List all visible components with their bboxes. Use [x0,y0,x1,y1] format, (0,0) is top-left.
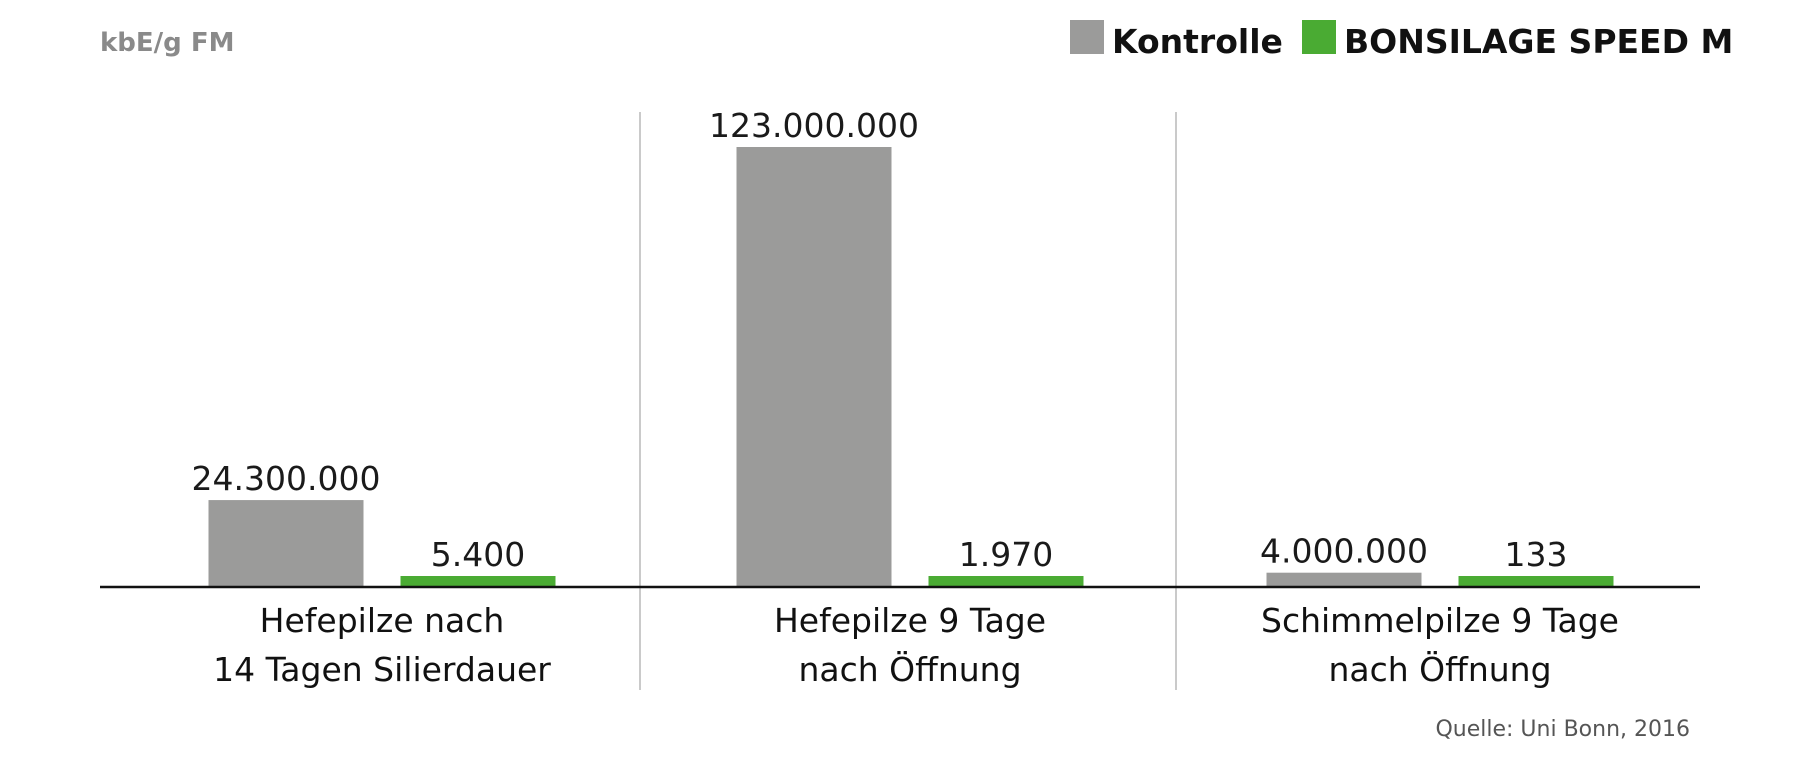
bar-bonsilage-0 [400,576,556,587]
legend-swatch-kontrolle [1070,20,1104,54]
category-label-1-line-0: Hefepilze 9 Tage [774,601,1046,640]
category-label-2-line-0: Schimmelpilze 9 Tage [1261,601,1619,640]
legend-label-bonsilage: BONSILAGE SPEED M [1344,22,1733,61]
category-label-2-line-1: nach Öffnung [1328,649,1551,689]
bar-kontrolle-2 [1266,572,1422,587]
value-label-kontrolle-2: 4.000.000 [1260,532,1428,571]
value-label-kontrolle-1: 123.000.000 [709,106,919,145]
bar-kontrolle-1 [736,147,892,587]
bars [208,147,1614,587]
legend-swatch-bonsilage [1302,20,1336,54]
value-label-bonsilage-1: 1.970 [959,535,1053,574]
legend-label-kontrolle: Kontrolle [1112,22,1283,61]
bar-kontrolle-0 [208,500,364,587]
category-label-0-line-0: Hefepilze nach [260,601,505,640]
bar-bonsilage-1 [928,576,1084,587]
source-note: Quelle: Uni Bonn, 2016 [1435,717,1690,742]
value-label-bonsilage-2: 133 [1505,535,1568,574]
value-labels: 24.300.000 5.400 123.000.000 1.970 4.000.000… [192,106,1568,574]
category-label-0-line-1: 14 Tagen Silierdauer [213,650,551,689]
legend: Kontrolle BONSILAGE SPEED M [1070,20,1733,61]
category-labels: Hefepilze nach 14 Tagen Silierdauer Hefepi… [213,601,1619,689]
bar-bonsilage-2 [1458,576,1614,587]
value-label-bonsilage-0: 5.400 [431,535,525,574]
category-label-1-line-1: nach Öffnung [798,649,1021,689]
y-axis-unit-label: kbE/g FM [100,28,234,58]
value-label-kontrolle-0: 24.300.000 [192,459,381,498]
category-separators [639,112,1177,690]
